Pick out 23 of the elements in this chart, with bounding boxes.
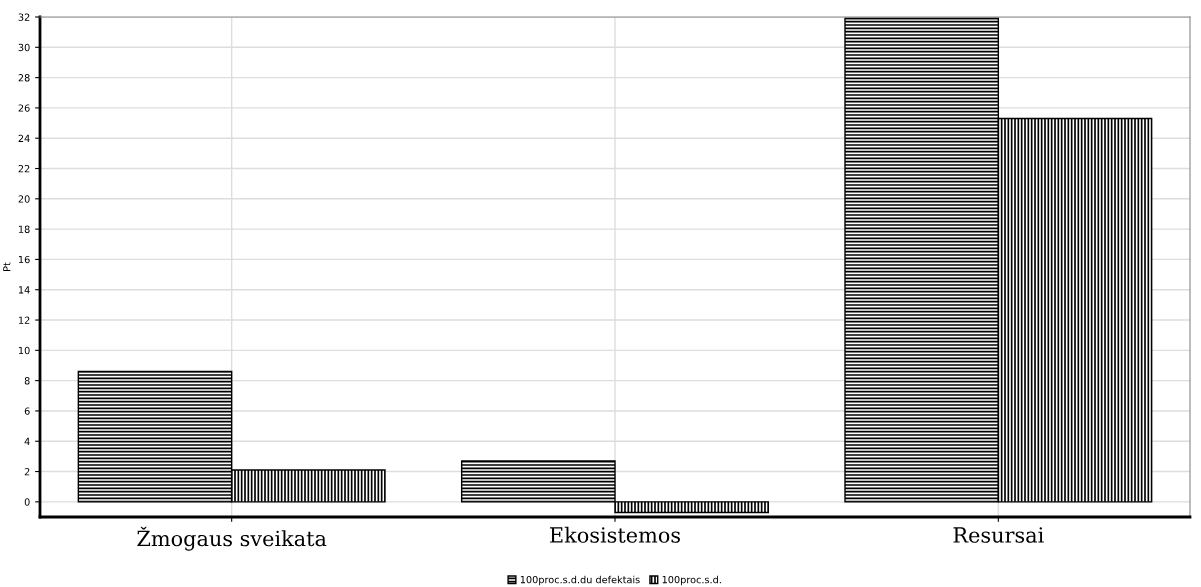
y-tick-label: 16 xyxy=(18,255,30,264)
y-tick-label: 24 xyxy=(18,134,30,142)
y-tick-label: 18 xyxy=(18,225,30,233)
y-tick-label: 30 xyxy=(18,43,30,52)
legend-label: 100proc.s.d. xyxy=(662,575,721,586)
y-tick-label: 28 xyxy=(18,74,30,82)
x-tick-label: Ekosistemos xyxy=(550,526,680,543)
y-tick-label: 32 xyxy=(18,13,30,21)
y-tick-label: 20 xyxy=(18,195,30,203)
y-tick-label: 0 xyxy=(24,498,30,506)
y-tick-label: 12 xyxy=(18,316,30,324)
legend-label: 100proc.s.d.du defektais xyxy=(520,575,640,586)
y-tick-label: 22 xyxy=(18,164,30,173)
y-tick-label: 14 xyxy=(18,286,30,294)
y-tick-label: 4 xyxy=(24,437,30,445)
y-tick-label: 10 xyxy=(18,346,30,355)
y-tick-label: 26 xyxy=(18,104,30,112)
x-tick-label: Žmogaus sveikata xyxy=(137,526,327,551)
x-tick-label: Resursai xyxy=(953,527,1044,543)
y-tick-label: 8 xyxy=(24,377,30,385)
y-axis-title: Pt xyxy=(3,262,11,271)
y-tick-label: 2 xyxy=(24,468,30,476)
y-tick-label: 6 xyxy=(24,407,30,415)
